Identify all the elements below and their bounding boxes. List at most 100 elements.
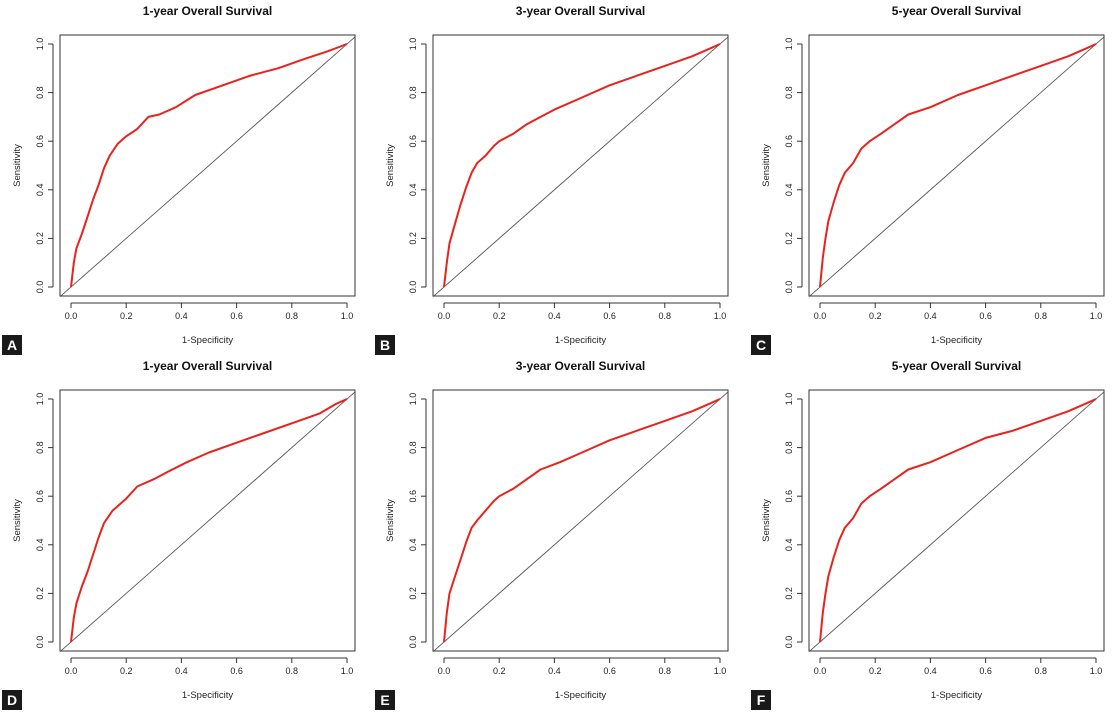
plot-frame	[59, 389, 356, 652]
panel-title: 5-year Overall Survival	[892, 4, 1021, 18]
y-tick-label: 1.0	[784, 393, 794, 406]
reference-diagonal	[808, 36, 1105, 298]
y-tick-label: 0.4	[35, 184, 45, 197]
panel-label-box	[751, 335, 771, 355]
roc-curve	[443, 43, 721, 288]
roc-panel-e: 3-year Overall Survival 0.0 0.2 0.4 0.6 0.8 1.…	[375, 359, 729, 710]
y-tick-label: 0.6	[784, 135, 794, 148]
x-tick-label: 0.0	[814, 666, 827, 676]
x-tick-label: 0.2	[493, 666, 506, 676]
roc-curve	[819, 398, 1097, 643]
x-tick-label: 1.0	[714, 311, 727, 321]
y-tick-label: 0.0	[35, 636, 45, 649]
roc-panel-c: 5-year Overall Survival 0.0 0.2 0.4 0.6 0.8 1.…	[751, 4, 1105, 355]
x-tick-label: 0.0	[438, 311, 451, 321]
x-tick-label: 0.0	[65, 311, 78, 321]
x-tick-label: 0.4	[924, 666, 937, 676]
y-tick-label: 0.2	[408, 587, 418, 600]
plot-frame	[808, 389, 1105, 652]
panel-title: 1-year Overall Survival	[143, 359, 272, 373]
reference-diagonal	[808, 391, 1105, 653]
y-tick-label: 0.4	[784, 539, 794, 552]
y-axis-label: Sensitivity	[12, 144, 23, 187]
y-tick-label: 0.4	[784, 184, 794, 197]
y-tick-label: 0.2	[784, 232, 794, 245]
reference-diagonal	[432, 36, 729, 298]
y-tick-label: 0.2	[35, 587, 45, 600]
x-axis-label: 1-Specificity	[555, 690, 606, 701]
x-tick-label: 1.0	[714, 666, 727, 676]
roc-panel-a: 1-year Overall Survival 0.0 0.2 0.4 0.6 0.8 1.…	[2, 4, 356, 355]
x-tick-label: 0.8	[286, 311, 299, 321]
y-axis-label: Sensitivity	[761, 499, 772, 542]
x-tick-label: 0.6	[603, 666, 616, 676]
y-tick-label: 1.0	[35, 38, 45, 51]
x-tick-label: 1.0	[341, 666, 354, 676]
x-tick-label: 0.4	[924, 311, 937, 321]
panel-label: C	[756, 337, 766, 353]
roc-curve	[70, 43, 348, 288]
x-tick-label: 1.0	[341, 311, 354, 321]
x-tick-label: 0.2	[120, 311, 133, 321]
x-tick-label: 0.0	[438, 666, 451, 676]
reference-diagonal	[432, 391, 729, 653]
x-tick-label: 0.8	[1035, 666, 1048, 676]
y-tick-label: 0.6	[35, 490, 45, 503]
x-tick-label: 0.6	[230, 311, 243, 321]
y-tick-label: 0.6	[35, 135, 45, 148]
x-tick-label: 0.4	[548, 311, 561, 321]
plot-frame	[808, 34, 1105, 297]
x-axis-label: 1-Specificity	[931, 335, 982, 346]
y-tick-label: 0.6	[408, 135, 418, 148]
roc-panel-b: 3-year Overall Survival 0.0 0.2 0.4 0.6 0.8 1.…	[375, 4, 729, 355]
y-tick-label: 0.2	[784, 587, 794, 600]
x-tick-label: 0.2	[493, 311, 506, 321]
x-tick-label: 0.8	[659, 311, 672, 321]
x-axis-label: 1-Specificity	[182, 690, 233, 701]
panel-label: F	[757, 692, 766, 708]
x-tick-label: 1.0	[1090, 311, 1103, 321]
plot-frame	[432, 389, 729, 652]
y-tick-label: 0.8	[35, 441, 45, 454]
y-tick-label: 0.6	[784, 490, 794, 503]
y-tick-label: 0.8	[408, 441, 418, 454]
y-axis-label: Sensitivity	[385, 144, 396, 187]
panel-label-box	[751, 690, 771, 710]
panel-label-box	[375, 335, 395, 355]
y-tick-label: 0.0	[408, 281, 418, 294]
x-tick-label: 1.0	[1090, 666, 1103, 676]
y-tick-label: 0.2	[35, 232, 45, 245]
roc-panel-f: 5-year Overall Survival 0.0 0.2 0.4 0.6 0.8 1.…	[751, 359, 1105, 710]
reference-diagonal	[59, 391, 356, 653]
roc-panel-d: 1-year Overall Survival 0.0 0.2 0.4 0.6 0.8 1.…	[2, 359, 356, 710]
panel-label-box	[2, 335, 22, 355]
y-tick-label: 0.4	[408, 184, 418, 197]
x-tick-label: 0.0	[65, 666, 78, 676]
x-tick-label: 0.6	[230, 666, 243, 676]
x-axis-label: 1-Specificity	[931, 690, 982, 701]
plot-frame	[59, 34, 356, 297]
x-tick-label: 0.6	[979, 311, 992, 321]
x-tick-label: 0.4	[175, 311, 188, 321]
roc-curve	[443, 398, 721, 643]
y-tick-label: 0.8	[408, 86, 418, 99]
y-tick-label: 0.0	[784, 636, 794, 649]
x-tick-label: 0.2	[869, 666, 882, 676]
y-tick-label: 0.4	[35, 539, 45, 552]
x-tick-label: 0.8	[659, 666, 672, 676]
x-axis-label: 1-Specificity	[182, 335, 233, 346]
x-tick-label: 0.8	[286, 666, 299, 676]
y-axis-label: Sensitivity	[12, 499, 23, 542]
y-tick-label: 0.0	[35, 281, 45, 294]
y-tick-label: 1.0	[408, 393, 418, 406]
y-tick-label: 0.2	[408, 232, 418, 245]
roc-curve	[819, 43, 1097, 288]
panel-label: B	[380, 337, 390, 353]
reference-diagonal	[59, 36, 356, 298]
y-tick-label: 0.4	[408, 539, 418, 552]
x-tick-label: 0.0	[814, 311, 827, 321]
plot-frame	[432, 34, 729, 297]
x-tick-label: 0.6	[979, 666, 992, 676]
y-axis-label: Sensitivity	[761, 144, 772, 187]
